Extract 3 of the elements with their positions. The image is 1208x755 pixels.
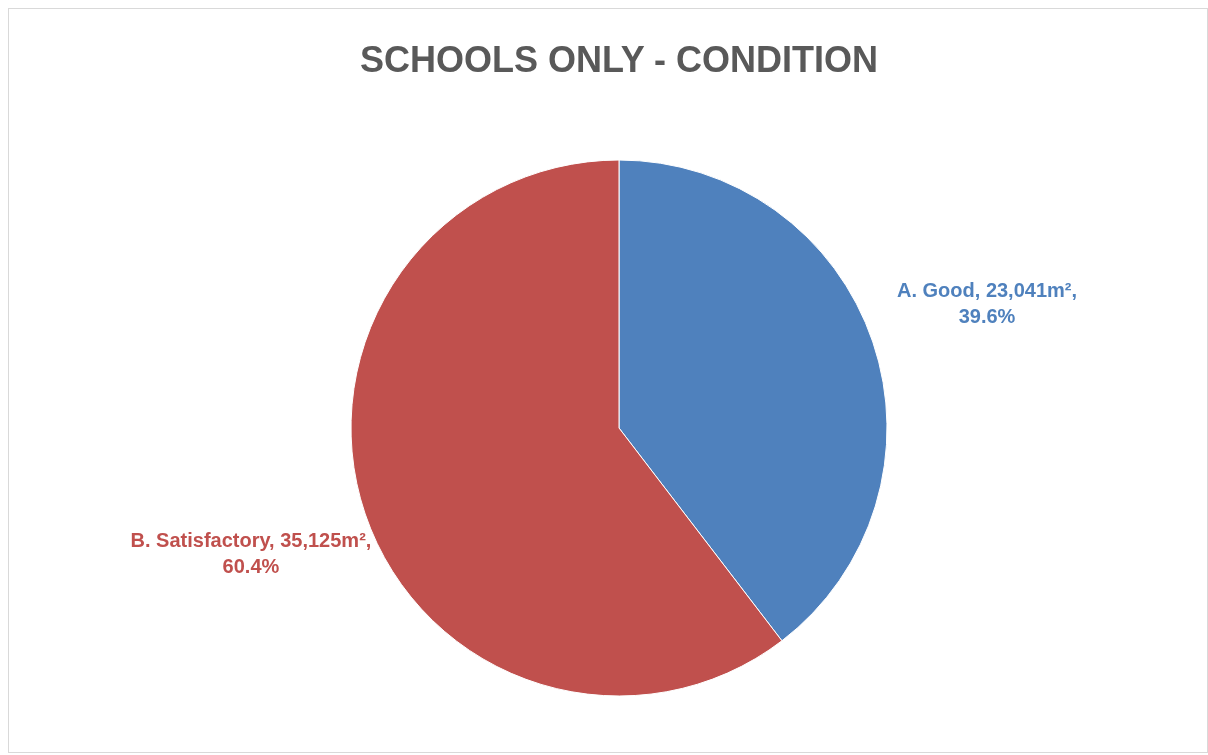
slice-label: A. Good, 23,041m², 39.6% [897, 279, 1078, 328]
chart-title: SCHOOLS ONLY - CONDITION [359, 39, 879, 80]
slice-label: B. Satisfactory, 35,125m², 60.4% [130, 528, 372, 577]
